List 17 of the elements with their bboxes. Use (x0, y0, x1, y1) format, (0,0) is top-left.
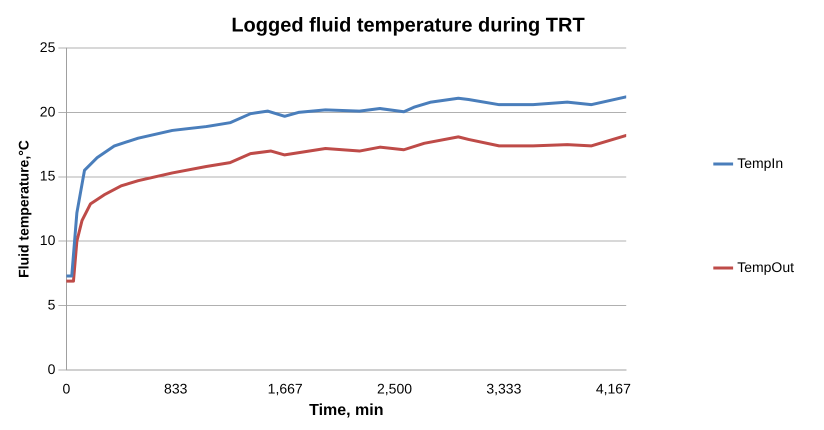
y-tick-label: 0 (48, 360, 56, 377)
y-tick-label: 15 (40, 168, 56, 184)
x-tick-label: 2,500 (377, 380, 412, 396)
legend-label: TempIn (737, 154, 784, 171)
x-axis-title: Time, min (309, 402, 384, 419)
y-axis-title: Fluid temperature,°C (15, 140, 32, 278)
x-tick-label: 1,667 (268, 380, 303, 396)
x-tick-label: 833 (164, 380, 188, 396)
x-tick-label: 4,167 (596, 380, 632, 396)
chart-title: Logged fluid temperature during TRT (231, 14, 585, 37)
y-tick-label: 5 (48, 296, 56, 312)
y-tick-label: 10 (40, 232, 56, 248)
y-tick-label: 20 (40, 103, 56, 120)
y-tick-label: 25 (40, 38, 56, 55)
x-tick-label: 0 (62, 380, 70, 396)
x-tick-label: 3,333 (486, 380, 522, 396)
legend-label: TempOut (737, 258, 794, 275)
